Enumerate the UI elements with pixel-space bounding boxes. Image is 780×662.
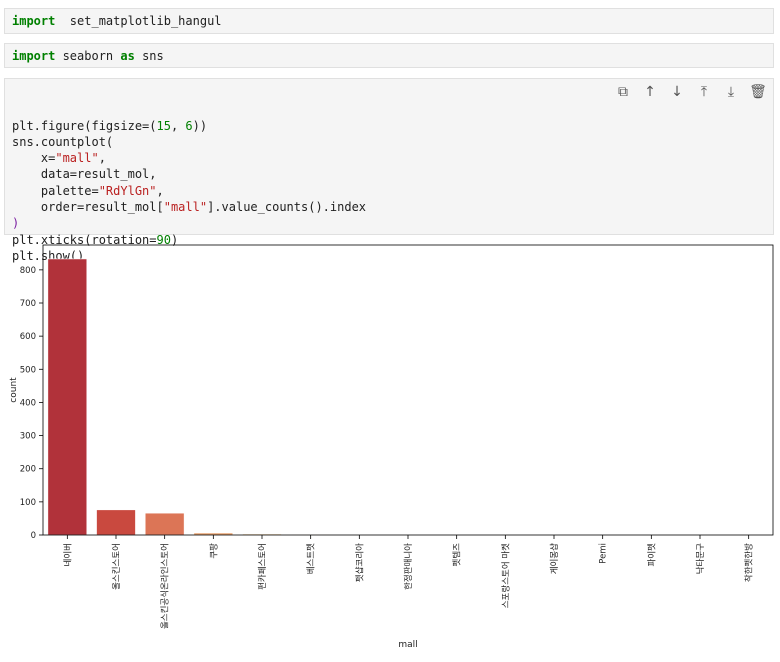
- trash-icon[interactable]: 🗑: [749, 84, 767, 100]
- code-line: ): [12, 215, 766, 231]
- y-tick-label: 400: [20, 398, 36, 408]
- code-token: ,: [156, 183, 164, 198]
- x-tick-label: 펀카페스토어: [257, 543, 268, 590]
- x-tick-label: Pemi: [599, 543, 609, 564]
- code-line: order=result_mol["mall"].value_counts().…: [12, 199, 766, 215]
- insert-above-icon[interactable]: ⤒: [700, 84, 708, 100]
- code-line: x="mall",: [12, 150, 766, 166]
- x-axis-label: mall: [398, 640, 417, 650]
- code-token: ,: [170, 118, 186, 133]
- bar: [96, 509, 136, 536]
- code-line: sns.countplot(: [12, 134, 766, 150]
- code-token: ].value_counts().index: [207, 200, 367, 215]
- x-tick-label: 착한펫한방: [744, 543, 755, 582]
- code-line: data=result_mol,: [12, 166, 766, 182]
- bar: [144, 512, 185, 536]
- code-token: sns: [134, 49, 164, 63]
- code-token: data=result_mol,: [12, 167, 157, 182]
- code-token: import: [12, 49, 56, 63]
- code-token: sns.countplot(: [12, 134, 114, 149]
- x-tick-label: 올스킨스토어: [111, 543, 122, 590]
- x-tick-label: 스포랑스토어 마켓: [500, 543, 511, 608]
- code-token: as: [120, 49, 135, 63]
- x-tick-label: 네이버: [62, 543, 73, 566]
- arrow-up-icon[interactable]: ↑: [644, 84, 656, 100]
- code-cell-1[interactable]: import set_matplotlib_hangul: [4, 8, 774, 34]
- x-tick-label: 한정판매니아: [403, 543, 414, 590]
- y-tick-label: 500: [20, 365, 36, 375]
- x-tick-label: 펫템즈: [452, 543, 463, 567]
- x-tick-label: 펫샵코리아: [354, 543, 365, 582]
- cell-toolbar: ⧉ ↑ ↓ ⤒ ⤓ 🗑: [614, 83, 767, 101]
- code-line: plt.xticks(rotation=90): [12, 232, 766, 248]
- countplot-chart: 네이버 올스킨스토어 올스킨공식온라인스토어 쿠팡 펀카페스토어 베스트펫 펫샵코리아 한정판…: [9, 244, 774, 650]
- code-token: 6: [185, 118, 193, 133]
- code-token: plt.figure(figsize=(: [12, 118, 157, 133]
- code-token: palette=: [12, 183, 99, 198]
- code-line: palette="RdYlGn",: [12, 183, 766, 199]
- code-token: x=: [12, 151, 56, 166]
- y-tick-label: 600: [20, 332, 36, 342]
- y-tick-label: 700: [20, 299, 36, 309]
- code-token: )): [192, 118, 208, 133]
- code-token: ): [12, 216, 20, 231]
- code-token: order=result_mol[: [12, 200, 164, 215]
- code-token: plt.xticks(rotation=: [12, 232, 157, 247]
- plot-frame: [42, 244, 774, 536]
- code-token: 15: [156, 118, 171, 133]
- code-token: ): [170, 232, 179, 247]
- code-token: 90: [156, 232, 171, 247]
- x-tick-label: 낙타문구: [695, 543, 706, 574]
- x-tick-label: 올스킨공식온라인스토어: [160, 543, 171, 629]
- y-axis-label: count: [9, 377, 19, 403]
- x-tick-label: 파이펫: [646, 543, 657, 567]
- code-token: "mall": [163, 200, 208, 215]
- code-token: set_matplotlib_hangul: [55, 14, 222, 28]
- y-tick-label: 100: [20, 498, 36, 508]
- code-token: "mall": [55, 151, 99, 166]
- code-token: seaborn: [55, 49, 121, 63]
- code-token: import: [12, 14, 56, 28]
- code-line: plt.figure(figsize=(15, 6)): [12, 118, 766, 134]
- x-tick-label: 베스트펫: [306, 543, 317, 574]
- code-token: "RdYlGn": [98, 183, 157, 198]
- y-tick-label: 300: [20, 432, 36, 442]
- code-token: ,: [98, 151, 106, 166]
- y-tick-label: 800: [20, 266, 36, 276]
- code-cell-3[interactable]: ⧉ ↑ ↓ ⤒ ⤓ 🗑 plt.figure(figsize=(15, 6)) sns.co…: [4, 78, 774, 263]
- insert-below-icon[interactable]: ⤓: [727, 84, 735, 100]
- bar: [47, 258, 88, 536]
- arrow-down-icon[interactable]: ↓: [671, 84, 683, 100]
- copy-icon[interactable]: ⧉: [618, 84, 628, 100]
- x-tick-label: 게이몽샵: [549, 543, 560, 574]
- x-tick-label: 쿠팡: [208, 543, 219, 559]
- code-cell-2[interactable]: import seaborn as sns: [4, 43, 774, 68]
- y-tick-label: 0: [31, 531, 36, 541]
- y-tick-label: 200: [20, 465, 36, 475]
